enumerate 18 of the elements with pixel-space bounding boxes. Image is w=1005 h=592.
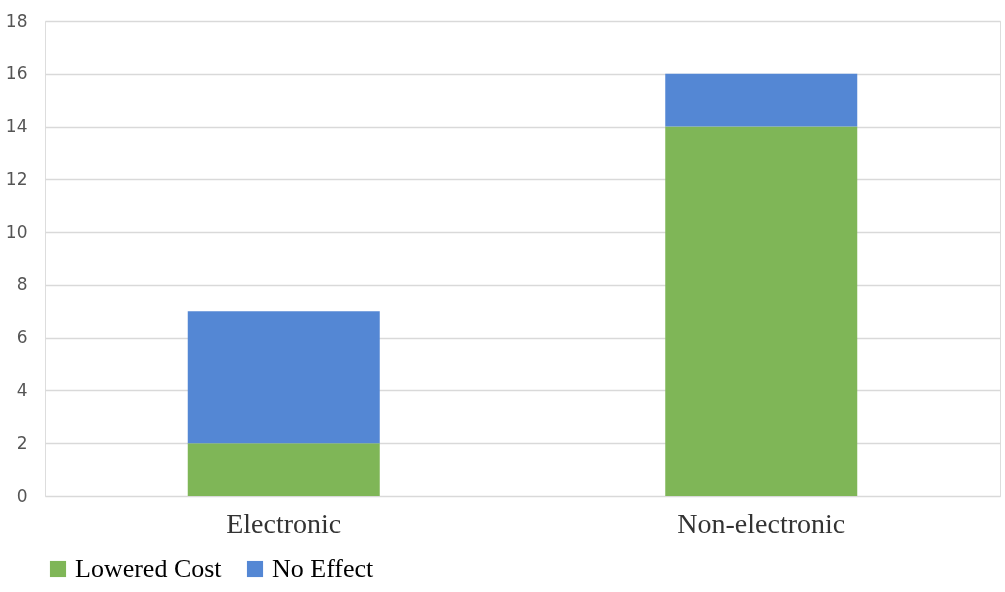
bar: [187, 443, 380, 496]
y-tick-label: 12: [5, 168, 28, 189]
y-tick-label: 6: [16, 327, 28, 348]
bar: [665, 126, 858, 496]
y-tick-label: 14: [5, 116, 28, 137]
y-tick-label: 2: [16, 432, 28, 453]
y-tick-label: 0: [16, 485, 28, 506]
y-tick-label: 16: [5, 63, 28, 84]
x-tick-label: Non-electronic: [677, 507, 846, 539]
y-tick-label: 8: [16, 274, 28, 295]
y-tick-label: 10: [5, 221, 28, 242]
bar: [187, 311, 380, 444]
legend-label: Lowered Cost: [75, 554, 223, 583]
x-tick-label: Electronic: [226, 507, 342, 539]
bar: [665, 73, 858, 127]
legend-label: No Effect: [272, 554, 375, 583]
y-tick-label: 4: [16, 379, 28, 400]
y-tick-label: 18: [5, 10, 28, 31]
